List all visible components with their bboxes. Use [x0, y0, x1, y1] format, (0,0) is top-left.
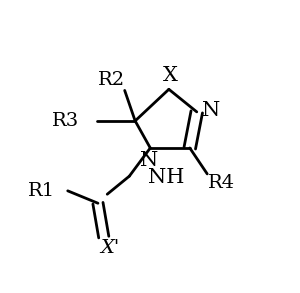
Text: R4: R4: [208, 174, 235, 192]
Text: R1: R1: [28, 182, 55, 200]
Text: NH: NH: [148, 168, 184, 187]
Text: R2: R2: [98, 71, 125, 89]
Text: X': X': [100, 239, 119, 257]
Text: R3: R3: [52, 112, 79, 130]
Text: N: N: [140, 151, 158, 170]
Text: X: X: [163, 66, 178, 85]
Text: N: N: [202, 101, 220, 120]
